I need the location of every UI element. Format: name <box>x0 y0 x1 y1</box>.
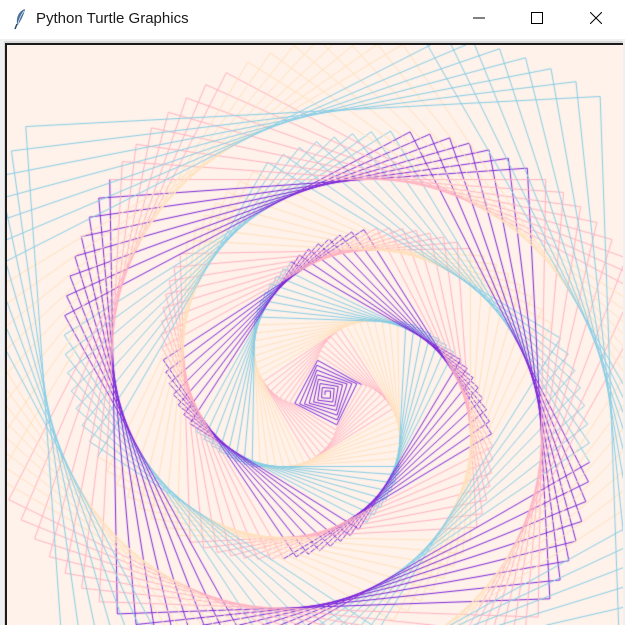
minimize-button[interactable] <box>450 0 508 39</box>
window-title: Python Turtle Graphics <box>36 10 189 27</box>
turtle-canvas[interactable] <box>7 45 623 625</box>
close-button[interactable] <box>567 0 625 39</box>
minimize-icon <box>473 11 485 29</box>
maximize-button[interactable] <box>508 0 566 39</box>
feather-icon <box>12 8 30 30</box>
drawing-area[interactable] <box>5 43 623 625</box>
close-icon <box>589 11 603 29</box>
title-bar[interactable]: Python Turtle Graphics <box>0 0 625 39</box>
maximize-icon <box>531 11 543 29</box>
